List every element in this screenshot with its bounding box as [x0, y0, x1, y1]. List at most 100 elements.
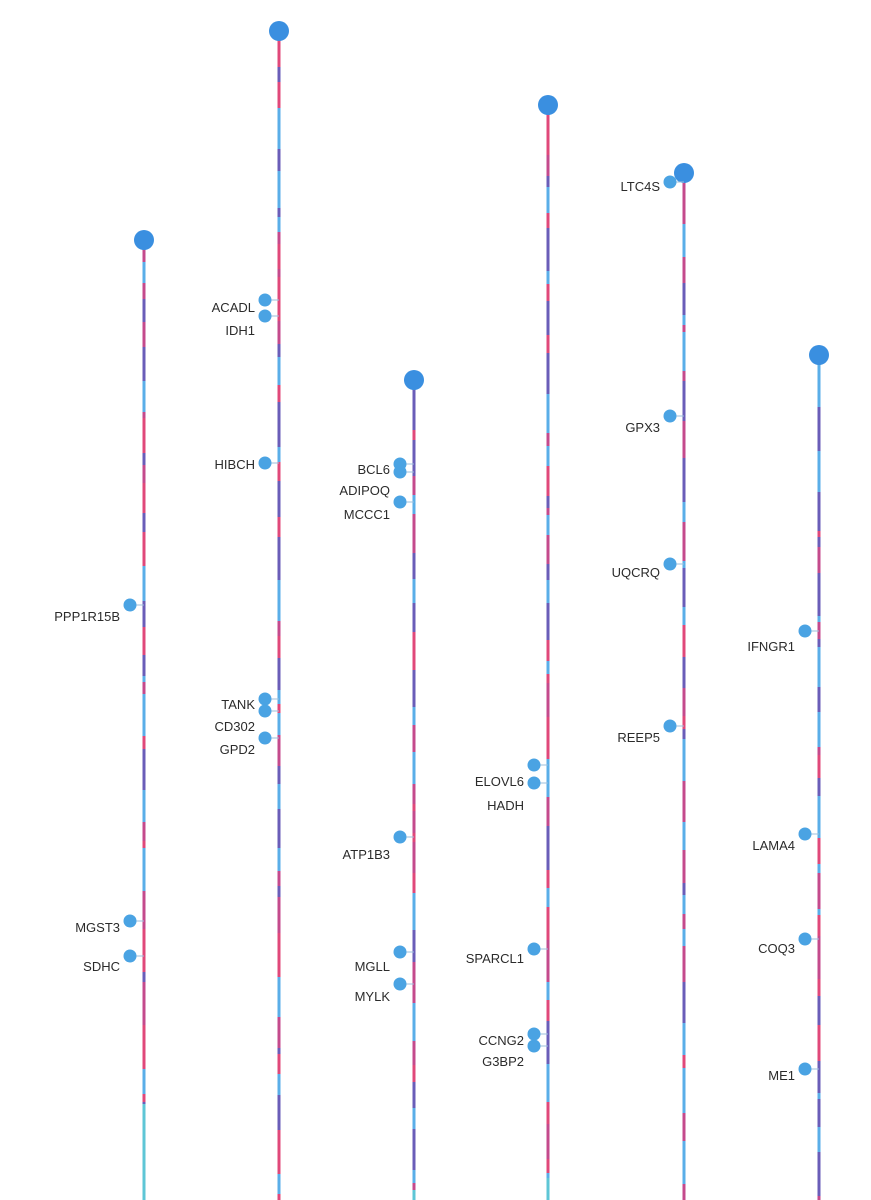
- stem-segment: [546, 394, 550, 433]
- gene-dot[interactable]: [258, 293, 272, 307]
- gene-marker[interactable]: ACADL: [212, 293, 279, 316]
- stem-segment: [412, 1003, 416, 1041]
- gene-dot[interactable]: [258, 692, 272, 706]
- gene-marker[interactable]: CCNG2: [478, 1027, 548, 1049]
- stem-segment: [412, 430, 416, 440]
- gene-marker[interactable]: COQ3: [758, 932, 819, 957]
- stem-segment: [142, 412, 146, 418]
- gene-dot[interactable]: [798, 1062, 812, 1076]
- gene-marker[interactable]: TANK: [221, 692, 279, 713]
- stem-segment: [546, 508, 550, 515]
- gene-dot[interactable]: [798, 827, 812, 841]
- gene-marker[interactable]: SPARCL1: [466, 942, 548, 967]
- gene-dot[interactable]: [393, 977, 407, 991]
- gene-label: LAMA4: [752, 838, 795, 853]
- gene-marker[interactable]: PPP1R15B: [54, 598, 144, 625]
- stem-head-node[interactable]: [538, 95, 558, 115]
- gene-dot[interactable]: [123, 598, 137, 612]
- gene-dot[interactable]: [663, 557, 677, 571]
- gene-marker[interactable]: LAMA4: [752, 827, 819, 854]
- gene-dot[interactable]: [393, 465, 407, 479]
- stem-head-node[interactable]: [134, 230, 154, 250]
- stem-segment: [277, 621, 281, 636]
- stem-segment: [682, 257, 686, 283]
- gene-dot[interactable]: [527, 758, 541, 772]
- gene-marker[interactable]: MGST3: [75, 914, 144, 936]
- gene-dot[interactable]: [258, 704, 272, 718]
- stem-segment: [142, 299, 146, 322]
- gene-dot[interactable]: [663, 175, 677, 189]
- stem-segment: [817, 616, 821, 622]
- stem-segment: [142, 601, 146, 627]
- stem-segment: [817, 647, 821, 687]
- gene-dot[interactable]: [527, 1027, 541, 1041]
- stem-segment: [142, 972, 146, 982]
- gene-dot[interactable]: [663, 409, 677, 423]
- gene-label: MGLL: [355, 959, 390, 974]
- stem-head-node[interactable]: [809, 345, 829, 365]
- stem-segment: [682, 625, 686, 657]
- gene-dot[interactable]: [393, 495, 407, 509]
- gene-marker[interactable]: HIBCH: [215, 456, 279, 473]
- gene-marker[interactable]: ATP1B3: [343, 830, 414, 863]
- chromosome-stem-3: [404, 370, 424, 1200]
- gene-dot[interactable]: [258, 456, 272, 470]
- stem-segment: [412, 514, 416, 553]
- gene-dot[interactable]: [258, 309, 272, 323]
- gene-dot[interactable]: [393, 945, 407, 959]
- gene-label: ME1: [768, 1068, 795, 1083]
- gene-marker[interactable]: GPD2: [220, 731, 279, 758]
- gene-marker[interactable]: LTC4S: [621, 175, 685, 195]
- gene-dot[interactable]: [123, 949, 137, 963]
- gene-marker[interactable]: G3BP2: [482, 1039, 548, 1070]
- gene-label: CD302: [215, 719, 255, 734]
- gene-marker[interactable]: UQCRQ: [612, 557, 684, 581]
- stem-segment: [142, 676, 146, 682]
- gene-dot[interactable]: [393, 830, 407, 844]
- gene-marker[interactable]: SDHC: [83, 949, 144, 975]
- gene-marker[interactable]: MCCC1: [344, 495, 414, 523]
- gene-marker[interactable]: CD302: [215, 704, 279, 735]
- gene-marker[interactable]: IFNGR1: [747, 624, 819, 655]
- stem-segment: [682, 458, 686, 502]
- stem-segment: [817, 407, 821, 451]
- gene-marker[interactable]: ELOVL6: [475, 758, 548, 790]
- gene-dot[interactable]: [798, 624, 812, 638]
- stem-segment: [142, 655, 146, 676]
- stem-head-node[interactable]: [674, 163, 694, 183]
- stem-segment: [412, 893, 416, 930]
- gene-dot[interactable]: [527, 776, 541, 790]
- gene-marker[interactable]: REEP5: [617, 719, 684, 746]
- gene-marker[interactable]: GPX3: [625, 409, 684, 436]
- stem-segment: [546, 535, 550, 564]
- stem-segment: [277, 67, 281, 82]
- gene-marker[interactable]: IDH1: [225, 309, 279, 339]
- stem-segment: [682, 729, 686, 739]
- stem-segment: [277, 1048, 281, 1054]
- stem-segment: [682, 568, 686, 607]
- stem-segment: [817, 639, 821, 647]
- gene-marker[interactable]: MGLL: [355, 945, 414, 975]
- stem-segment: [277, 580, 281, 621]
- stem-segment: [682, 781, 686, 822]
- stem-segment: [682, 982, 686, 1023]
- stem-segment: [277, 1017, 281, 1048]
- stem-head-node[interactable]: [269, 21, 289, 41]
- chromosome-stem-1: [134, 230, 154, 1200]
- gene-marker[interactable]: HADH: [487, 776, 548, 814]
- gene-marker[interactable]: MYLK: [355, 977, 414, 1005]
- stem-head-node[interactable]: [404, 370, 424, 390]
- stem-segment: [412, 725, 416, 752]
- chromosome-stem-4: [538, 95, 558, 1200]
- stem-segment: [682, 1184, 686, 1200]
- gene-dot[interactable]: [798, 932, 812, 946]
- gene-dot[interactable]: [527, 942, 541, 956]
- gene-marker[interactable]: ME1: [768, 1062, 819, 1084]
- gene-marker[interactable]: ADIPOQ: [339, 465, 414, 499]
- stem-segment: [546, 1021, 550, 1064]
- gene-dot[interactable]: [123, 914, 137, 928]
- gene-dot[interactable]: [663, 719, 677, 733]
- gene-dot[interactable]: [527, 1039, 541, 1053]
- gene-dot[interactable]: [258, 731, 272, 745]
